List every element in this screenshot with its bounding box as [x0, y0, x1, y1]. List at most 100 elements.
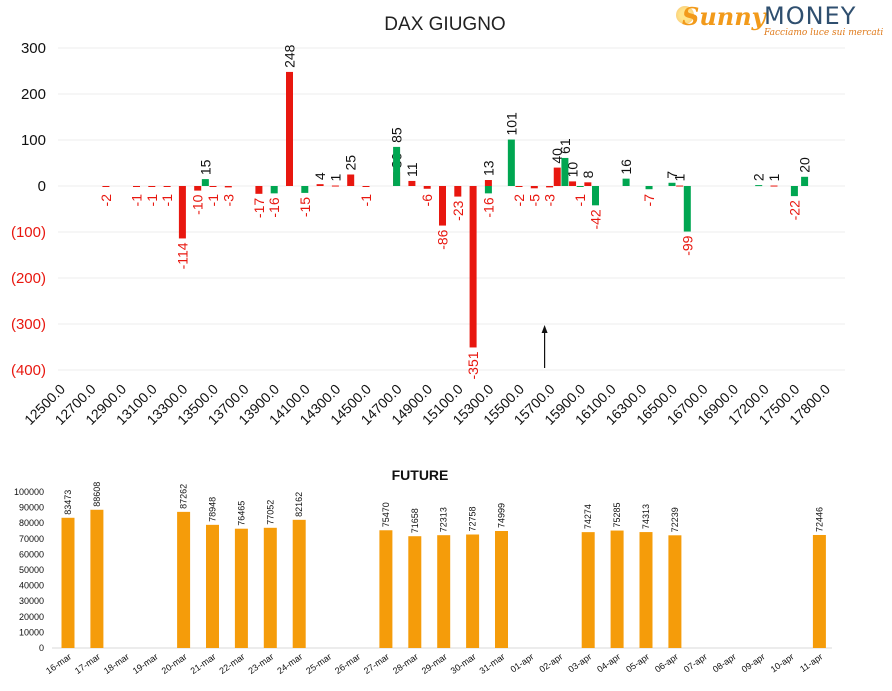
category-label: 10-apr: [769, 651, 796, 674]
dax-giugno-chart: DAX GIUGNO 300 200 100 0 (100) (200) (300) (400)…: [11, 14, 845, 428]
bar: [201, 179, 209, 186]
bar: [423, 186, 431, 189]
data-label: -2: [98, 194, 114, 207]
category-label: 06-apr: [653, 651, 680, 674]
bar: [801, 176, 809, 186]
bar: [362, 186, 370, 187]
bar: [61, 517, 75, 648]
bar: [495, 531, 508, 648]
y-tick-label: 100000: [14, 487, 44, 497]
bar: [676, 185, 684, 187]
y-tick-label: 20000: [19, 612, 44, 622]
bar: [790, 186, 798, 197]
category-label: 05-apr: [624, 651, 651, 674]
bar: [454, 186, 462, 197]
bar: [316, 184, 324, 186]
sun-icon: [676, 6, 694, 24]
future-title: FUTURE: [392, 467, 449, 483]
bar: [755, 185, 763, 187]
data-label: -114: [174, 242, 190, 269]
y-tick-label: 10000: [19, 627, 44, 637]
data-label: 72239: [670, 507, 680, 532]
category-label: 17-mar: [73, 651, 102, 676]
bar: [530, 186, 538, 189]
category-label: 21-mar: [189, 651, 218, 676]
data-label: 76465: [236, 501, 246, 526]
data-label: 74999: [497, 503, 507, 528]
data-label: -1: [144, 194, 160, 207]
data-label: 83473: [63, 490, 73, 515]
data-label: 16: [618, 159, 634, 175]
bar: [466, 534, 480, 648]
data-label: -22: [786, 200, 802, 220]
bar: [347, 174, 355, 186]
data-label: -1: [358, 194, 374, 207]
bar: [592, 186, 599, 206]
logo-brand-left: Sunny: [682, 2, 766, 31]
future-chart: FUTURE1000009000080000700006000050000400…: [14, 467, 832, 676]
bar: [408, 180, 416, 186]
data-label: -1: [159, 194, 175, 207]
bar: [584, 182, 592, 186]
arrow-head-icon: [541, 325, 548, 333]
y-tick-label: (400): [11, 362, 46, 379]
sunny-money-logo: Sunny MONEY Facciamo luce sui mercati: [676, 2, 886, 38]
bar: [469, 186, 477, 348]
bar: [437, 535, 451, 648]
logo-brand-right: MONEY: [764, 2, 857, 30]
bar: [163, 186, 171, 187]
bar: [581, 532, 595, 648]
data-label: 75285: [612, 503, 622, 528]
bar: [331, 185, 339, 187]
category-label: 19-mar: [131, 651, 160, 676]
data-label: -15: [297, 197, 313, 217]
data-label: -6: [419, 194, 435, 207]
bar: [102, 186, 110, 187]
bar: [639, 532, 653, 648]
category-label: 16-mar: [44, 651, 73, 676]
y-tick-label: 70000: [19, 534, 44, 544]
data-label: -1: [572, 194, 588, 207]
category-label: 25-mar: [304, 651, 333, 676]
bar: [286, 71, 293, 186]
data-label: 75470: [381, 502, 391, 527]
bar: [393, 146, 401, 186]
bar: [484, 180, 492, 186]
data-label: 40: [549, 148, 565, 164]
data-label: -3: [220, 194, 236, 207]
data-label: 7: [664, 171, 680, 179]
bar: [133, 186, 140, 187]
data-label: 4: [312, 172, 328, 180]
bar: [301, 186, 309, 193]
data-label: -1: [205, 194, 221, 207]
y-tick-label: (300): [11, 316, 46, 333]
bar: [668, 182, 676, 186]
bar: [668, 535, 682, 648]
data-label: 20: [797, 157, 813, 173]
data-label: 72446: [814, 507, 824, 532]
bar: [507, 139, 515, 186]
data-label: 87262: [179, 484, 189, 509]
data-label: -16: [480, 197, 496, 217]
bar: [292, 519, 306, 648]
data-label: -16: [266, 197, 282, 217]
data-label: -3: [542, 194, 558, 207]
bar: [553, 167, 561, 186]
bar: [255, 186, 263, 194]
category-label: 03-apr: [566, 651, 593, 674]
data-label: 74274: [583, 504, 593, 529]
bar: [234, 528, 248, 648]
y-tick-label: 300: [21, 40, 46, 57]
bar: [263, 527, 277, 648]
data-label: 77052: [265, 500, 275, 525]
y-tick-label: 90000: [19, 503, 44, 513]
data-label: -10: [190, 194, 206, 214]
category-label: 23-mar: [246, 651, 275, 676]
data-label: 61: [557, 138, 573, 154]
category-label: 04-apr: [595, 651, 622, 674]
data-label: 10: [565, 162, 581, 178]
bar: [622, 178, 630, 186]
category-label: 01-apr: [509, 651, 536, 674]
bar: [379, 530, 393, 648]
bar: [610, 530, 624, 648]
